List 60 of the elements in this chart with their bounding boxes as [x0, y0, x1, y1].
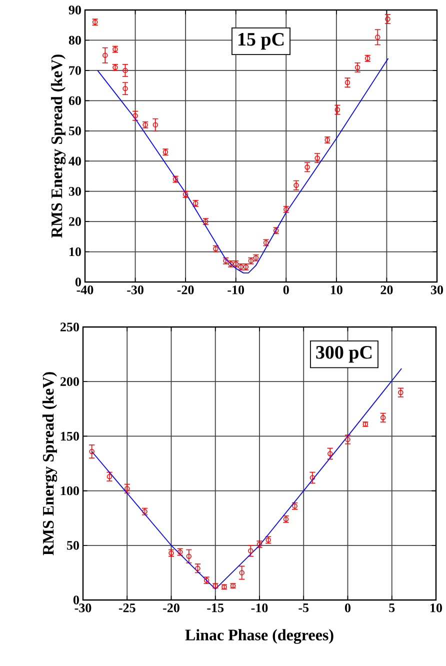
x-tick-label: -40	[76, 286, 94, 294]
y-axis-title: RMS Energy Spread (keV)	[50, 54, 66, 238]
x-tick-label: -10	[251, 604, 268, 612]
y-tick-label: 10	[70, 247, 81, 256]
point	[248, 548, 254, 554]
point	[294, 182, 299, 188]
point	[122, 86, 128, 92]
annotation: 15 pC	[238, 32, 284, 50]
x-tick-label: 0	[283, 286, 289, 294]
point	[334, 107, 340, 112]
point	[354, 64, 360, 70]
point	[398, 390, 404, 396]
point	[152, 122, 158, 128]
y-tick-label: 30	[68, 186, 81, 196]
y-tick-label: 100	[61, 486, 79, 496]
y-tick-label: 20	[69, 217, 81, 226]
y-tick-label: 0	[75, 278, 81, 286]
x-tick-label: -20	[163, 604, 180, 612]
point	[327, 451, 333, 456]
x-tick-label: -30	[127, 286, 144, 294]
x-tick-label: 0	[344, 604, 350, 612]
y-tick-label: 40	[68, 156, 81, 166]
x-tick-label: -15	[207, 604, 224, 612]
y-tick-label: 150	[61, 432, 79, 441]
x-tick-label: -30	[74, 604, 92, 612]
y-tick-label: 90	[68, 6, 81, 14]
x-tick-label: -25	[118, 604, 136, 612]
y-axis-title: RMS Energy Spread (keV)	[42, 372, 58, 556]
point	[132, 113, 138, 118]
point	[344, 80, 350, 86]
line-series	[97, 58, 389, 274]
point	[89, 448, 94, 454]
point	[385, 16, 390, 22]
y-tick-label: 60	[68, 96, 81, 106]
y-tick-label: 50	[66, 541, 79, 550]
y-tick-label: 50	[68, 126, 81, 136]
x-tick-label: 10	[330, 286, 342, 294]
y-tick-label: 200	[60, 377, 79, 386]
line-series	[91, 368, 402, 590]
y-tick-label: 70	[69, 66, 81, 75]
x-tick-label: -10	[228, 286, 244, 294]
point	[124, 486, 130, 492]
point	[345, 436, 350, 442]
annotation: 300 pC	[316, 346, 372, 363]
y-tick-label: 0	[73, 596, 79, 604]
x-tick-label: -20	[177, 286, 194, 294]
point	[122, 68, 128, 74]
x-tick-label: 5	[389, 604, 395, 612]
point	[314, 155, 320, 161]
x-tick-label: -5	[298, 604, 309, 612]
y-tick-label: 250	[60, 322, 79, 332]
x-tick-label: 30	[430, 286, 443, 294]
x-tick-label: 10	[430, 604, 442, 612]
x-axis-title: Linac Phase (degrees)	[185, 629, 334, 644]
point	[310, 475, 316, 480]
point	[106, 474, 112, 480]
y-tick-label: 80	[68, 36, 81, 45]
x-tick-label: 20	[380, 286, 393, 294]
point	[304, 164, 310, 170]
point	[380, 415, 386, 420]
